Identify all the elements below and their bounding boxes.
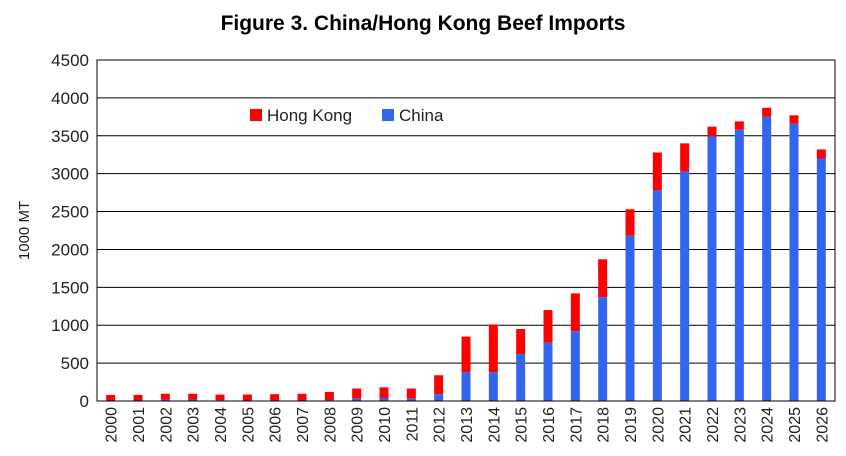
x-tick-label: 2010 bbox=[377, 407, 394, 443]
bar-hong-kong-2013 bbox=[461, 336, 471, 373]
x-tick-label: 2012 bbox=[432, 407, 449, 443]
bar-hong-kong-2026 bbox=[816, 149, 826, 159]
chart-title: Figure 3. China/Hong Kong Beef Imports bbox=[220, 12, 626, 35]
x-tick-labels: 2000 2001 2002 2003 2004 2005 2006 2007 2008 2009… bbox=[104, 407, 832, 443]
bar-hong-kong-2012 bbox=[434, 375, 444, 395]
x-tick-label: 2008 bbox=[322, 407, 339, 443]
bar-hong-kong-2002 bbox=[160, 393, 170, 400]
x-tick-label: 2021 bbox=[678, 407, 695, 443]
bar-china-2026 bbox=[816, 158, 826, 401]
y-tick-labels: 0 500 1000 1500 2000 2500 3000 3500 4000 4500 bbox=[51, 51, 89, 411]
y-axis-label: 1000 MT bbox=[16, 201, 33, 260]
y-tick-label: 2500 bbox=[51, 203, 89, 222]
bar-hong-kong-2014 bbox=[488, 324, 498, 373]
x-tick-label: 2009 bbox=[350, 407, 367, 443]
bar-hong-kong-2015 bbox=[516, 329, 526, 355]
x-tick-label: 2025 bbox=[787, 407, 804, 443]
y-tick-label: 1000 bbox=[51, 316, 89, 335]
bar-hong-kong-2010 bbox=[379, 387, 389, 398]
bar-hong-kong-2017 bbox=[570, 293, 580, 332]
x-tick-label: 2017 bbox=[568, 407, 585, 443]
bar-hong-kong-2011 bbox=[406, 388, 416, 399]
x-tick-label: 2011 bbox=[404, 407, 421, 442]
bar-china-2016 bbox=[543, 342, 553, 401]
bar-hong-kong-2000 bbox=[106, 394, 116, 401]
legend-label: Hong Kong bbox=[267, 106, 352, 125]
x-tick-label: 2023 bbox=[732, 407, 749, 443]
bar-china-2015 bbox=[516, 354, 526, 401]
bar-hong-kong-2023 bbox=[734, 121, 744, 130]
bar-china-2020 bbox=[652, 190, 662, 401]
x-tick-label: 2003 bbox=[186, 407, 203, 443]
bar-china-2021 bbox=[680, 171, 690, 401]
bar-china-2010 bbox=[379, 397, 389, 401]
bar-hong-kong-2007 bbox=[297, 393, 307, 401]
bar-china-2024 bbox=[762, 116, 772, 401]
x-tick-label: 2015 bbox=[514, 407, 531, 443]
bar-china-2014 bbox=[488, 372, 498, 401]
x-tick-label: 2026 bbox=[814, 407, 831, 443]
bar-hong-kong-2018 bbox=[598, 259, 608, 298]
y-tick-label: 1500 bbox=[51, 278, 89, 297]
y-tick-label: 3000 bbox=[51, 165, 89, 184]
y-tick-label: 4500 bbox=[51, 51, 89, 70]
x-tick-label: 2007 bbox=[295, 407, 312, 443]
x-tick-label: 2004 bbox=[213, 407, 230, 443]
bar-china-2012 bbox=[434, 394, 444, 401]
legend: Hong Kong China bbox=[250, 106, 444, 125]
x-tick-label: 2006 bbox=[268, 407, 285, 443]
x-tick-label: 2016 bbox=[541, 407, 558, 443]
y-tick-label: 3500 bbox=[51, 127, 89, 146]
x-tick-label: 2022 bbox=[705, 407, 722, 443]
bar-hong-kong-2021 bbox=[680, 143, 690, 172]
bar-hong-kong-2019 bbox=[625, 209, 635, 236]
bar-china-2013 bbox=[461, 372, 471, 401]
bar-hong-kong-2006 bbox=[270, 394, 280, 401]
x-tick-label: 2013 bbox=[459, 407, 476, 443]
bar-hong-kong-2003 bbox=[188, 393, 198, 400]
bar-china-2018 bbox=[598, 297, 608, 401]
x-tick-label: 2005 bbox=[240, 407, 257, 443]
bar-china-2003 bbox=[188, 399, 198, 401]
bar-hong-kong-2016 bbox=[543, 310, 553, 343]
bar-hong-kong-2024 bbox=[762, 107, 772, 117]
y-tick-label: 500 bbox=[61, 354, 89, 373]
x-tick-label: 2002 bbox=[158, 407, 175, 443]
x-tick-label: 2000 bbox=[104, 407, 121, 443]
bar-china-2009 bbox=[352, 398, 362, 401]
x-tick-label: 2019 bbox=[623, 407, 640, 443]
bar-china-2002 bbox=[160, 399, 170, 401]
legend-label: China bbox=[399, 106, 444, 125]
bar-hong-kong-2005 bbox=[242, 394, 252, 401]
legend-swatch bbox=[250, 109, 262, 121]
x-tick-label: 2020 bbox=[650, 407, 667, 443]
legend-swatch bbox=[382, 109, 394, 121]
bar-china-2019 bbox=[625, 235, 635, 401]
bar-hong-kong-2004 bbox=[215, 394, 225, 401]
bar-china-2017 bbox=[570, 331, 580, 401]
x-tick-label: 2001 bbox=[131, 407, 148, 443]
bar-hong-kong-2020 bbox=[652, 152, 662, 191]
bar-china-2023 bbox=[734, 129, 744, 401]
x-tick-label: 2014 bbox=[486, 407, 503, 443]
bars bbox=[106, 107, 826, 402]
bar-hong-kong-2001 bbox=[133, 394, 143, 401]
bar-hong-kong-2025 bbox=[789, 115, 799, 124]
y-tick-label: 2000 bbox=[51, 240, 89, 259]
bar-hong-kong-2022 bbox=[707, 126, 717, 137]
plot-frame bbox=[96, 59, 836, 402]
x-tick-label: 2024 bbox=[760, 407, 777, 443]
y-tick-label: 0 bbox=[80, 392, 89, 411]
y-tick-label: 4000 bbox=[51, 89, 89, 108]
bar-hong-kong-2008 bbox=[324, 391, 334, 401]
bar-china-2022 bbox=[707, 136, 717, 401]
x-tick-label: 2018 bbox=[596, 407, 613, 443]
bar-china-2025 bbox=[789, 123, 799, 402]
bar-china-2011 bbox=[406, 398, 416, 401]
bar-hong-kong-2009 bbox=[352, 388, 362, 399]
